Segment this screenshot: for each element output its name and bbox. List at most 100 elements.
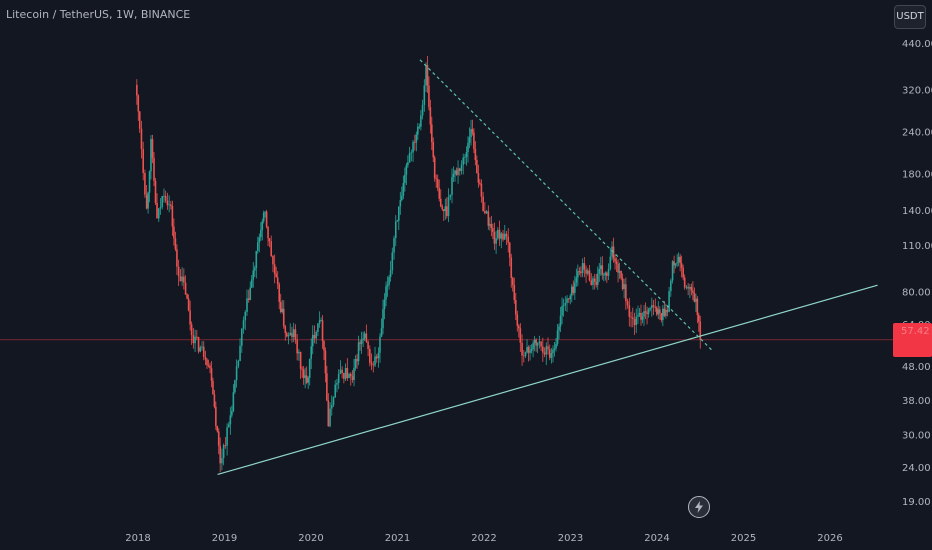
candle-body (683, 277, 686, 288)
x-tick-label: 2022 (471, 533, 496, 544)
candle-body (262, 212, 265, 222)
candle-body (324, 350, 327, 374)
candle-body (426, 65, 429, 86)
candle-body (388, 276, 390, 285)
candle-body (682, 267, 684, 278)
candle-body (433, 157, 436, 179)
candle-body (284, 326, 287, 333)
candle-body (522, 355, 525, 357)
candle-body (189, 310, 191, 325)
lightning-bolt-icon[interactable] (688, 496, 710, 518)
candle-body (140, 128, 143, 150)
candle-body (216, 425, 219, 432)
candle-body (562, 305, 565, 307)
candle-body (307, 377, 309, 383)
candle-body (617, 263, 619, 273)
candle-body (620, 271, 622, 279)
candle-body (621, 278, 624, 289)
candle-body (511, 277, 514, 286)
candle-body (232, 392, 235, 411)
candle-body (556, 330, 559, 344)
candle-body (548, 349, 551, 358)
chart-title: Litecoin / TetherUS, 1W, BINANCE (6, 8, 191, 21)
candle-body (184, 282, 187, 295)
candle-body (334, 384, 337, 398)
candle-body (598, 268, 601, 274)
candle-body (529, 350, 531, 353)
candle-body (625, 284, 627, 302)
candle-body (234, 380, 236, 393)
candle-body (612, 246, 615, 259)
candle-body (210, 368, 213, 381)
candle-body (690, 287, 693, 291)
candle-body (508, 242, 511, 258)
candle-body (583, 263, 586, 270)
candle-body (226, 427, 228, 446)
candle-body (654, 306, 657, 308)
support-trendline (217, 284, 878, 476)
candle-body (212, 380, 214, 395)
candle-body (696, 298, 699, 315)
candle-body (510, 257, 513, 278)
candle-body (577, 271, 579, 278)
candle-body (299, 351, 302, 369)
candle-body (649, 307, 651, 310)
candle-body (588, 270, 591, 281)
candle-body (516, 314, 519, 326)
candle-body (351, 376, 354, 380)
candle-body (273, 264, 276, 274)
candle-body (626, 301, 629, 306)
candle-body (559, 315, 562, 327)
currency-button[interactable]: USDT (894, 5, 926, 29)
candle-body (679, 256, 681, 264)
candle-body (194, 336, 196, 344)
candle-body (166, 200, 169, 206)
candle-body (405, 165, 408, 175)
candle-body (497, 229, 499, 239)
candle-body (615, 261, 618, 264)
last-price-tag: 57.42 (893, 323, 932, 357)
y-tick-label: 320.00 (902, 85, 932, 96)
candle-body (291, 332, 293, 338)
candle-body (532, 343, 534, 350)
candle-body (635, 316, 638, 325)
candle-body (449, 194, 452, 198)
candle-body (304, 375, 306, 378)
y-tick-label: 48.00 (902, 362, 931, 373)
candle-body (628, 305, 631, 317)
y-tick-label: 80.00 (902, 287, 931, 298)
candle-body (527, 347, 530, 353)
candle-body (674, 263, 677, 266)
candle-body (652, 305, 655, 307)
candle-body (412, 141, 414, 153)
candle-body (553, 348, 556, 350)
candle-body (343, 372, 345, 379)
candle-body (401, 195, 403, 201)
candle-body (362, 338, 364, 341)
candle-body (176, 249, 178, 267)
candle-body (199, 347, 202, 352)
candle-body (500, 233, 503, 239)
candle-body (429, 107, 432, 125)
candle-body (561, 306, 563, 316)
candle-body (524, 352, 527, 357)
candle-body (587, 270, 589, 274)
candle-body (521, 342, 523, 356)
candle-body (451, 177, 453, 195)
candle-body (638, 313, 641, 316)
candle-body (680, 263, 683, 268)
x-tick-label: 2021 (385, 533, 410, 544)
candle-body (380, 328, 383, 337)
candle-body (643, 311, 645, 317)
candle-body (213, 394, 216, 407)
candle-body (699, 321, 702, 340)
candle-body (386, 284, 389, 287)
candle-body (255, 250, 258, 269)
candle-body (670, 280, 672, 292)
candle-body (569, 295, 572, 300)
candle-body (442, 209, 445, 212)
candle-body (601, 265, 604, 275)
candle-body (623, 284, 625, 289)
candle-body (375, 356, 378, 359)
